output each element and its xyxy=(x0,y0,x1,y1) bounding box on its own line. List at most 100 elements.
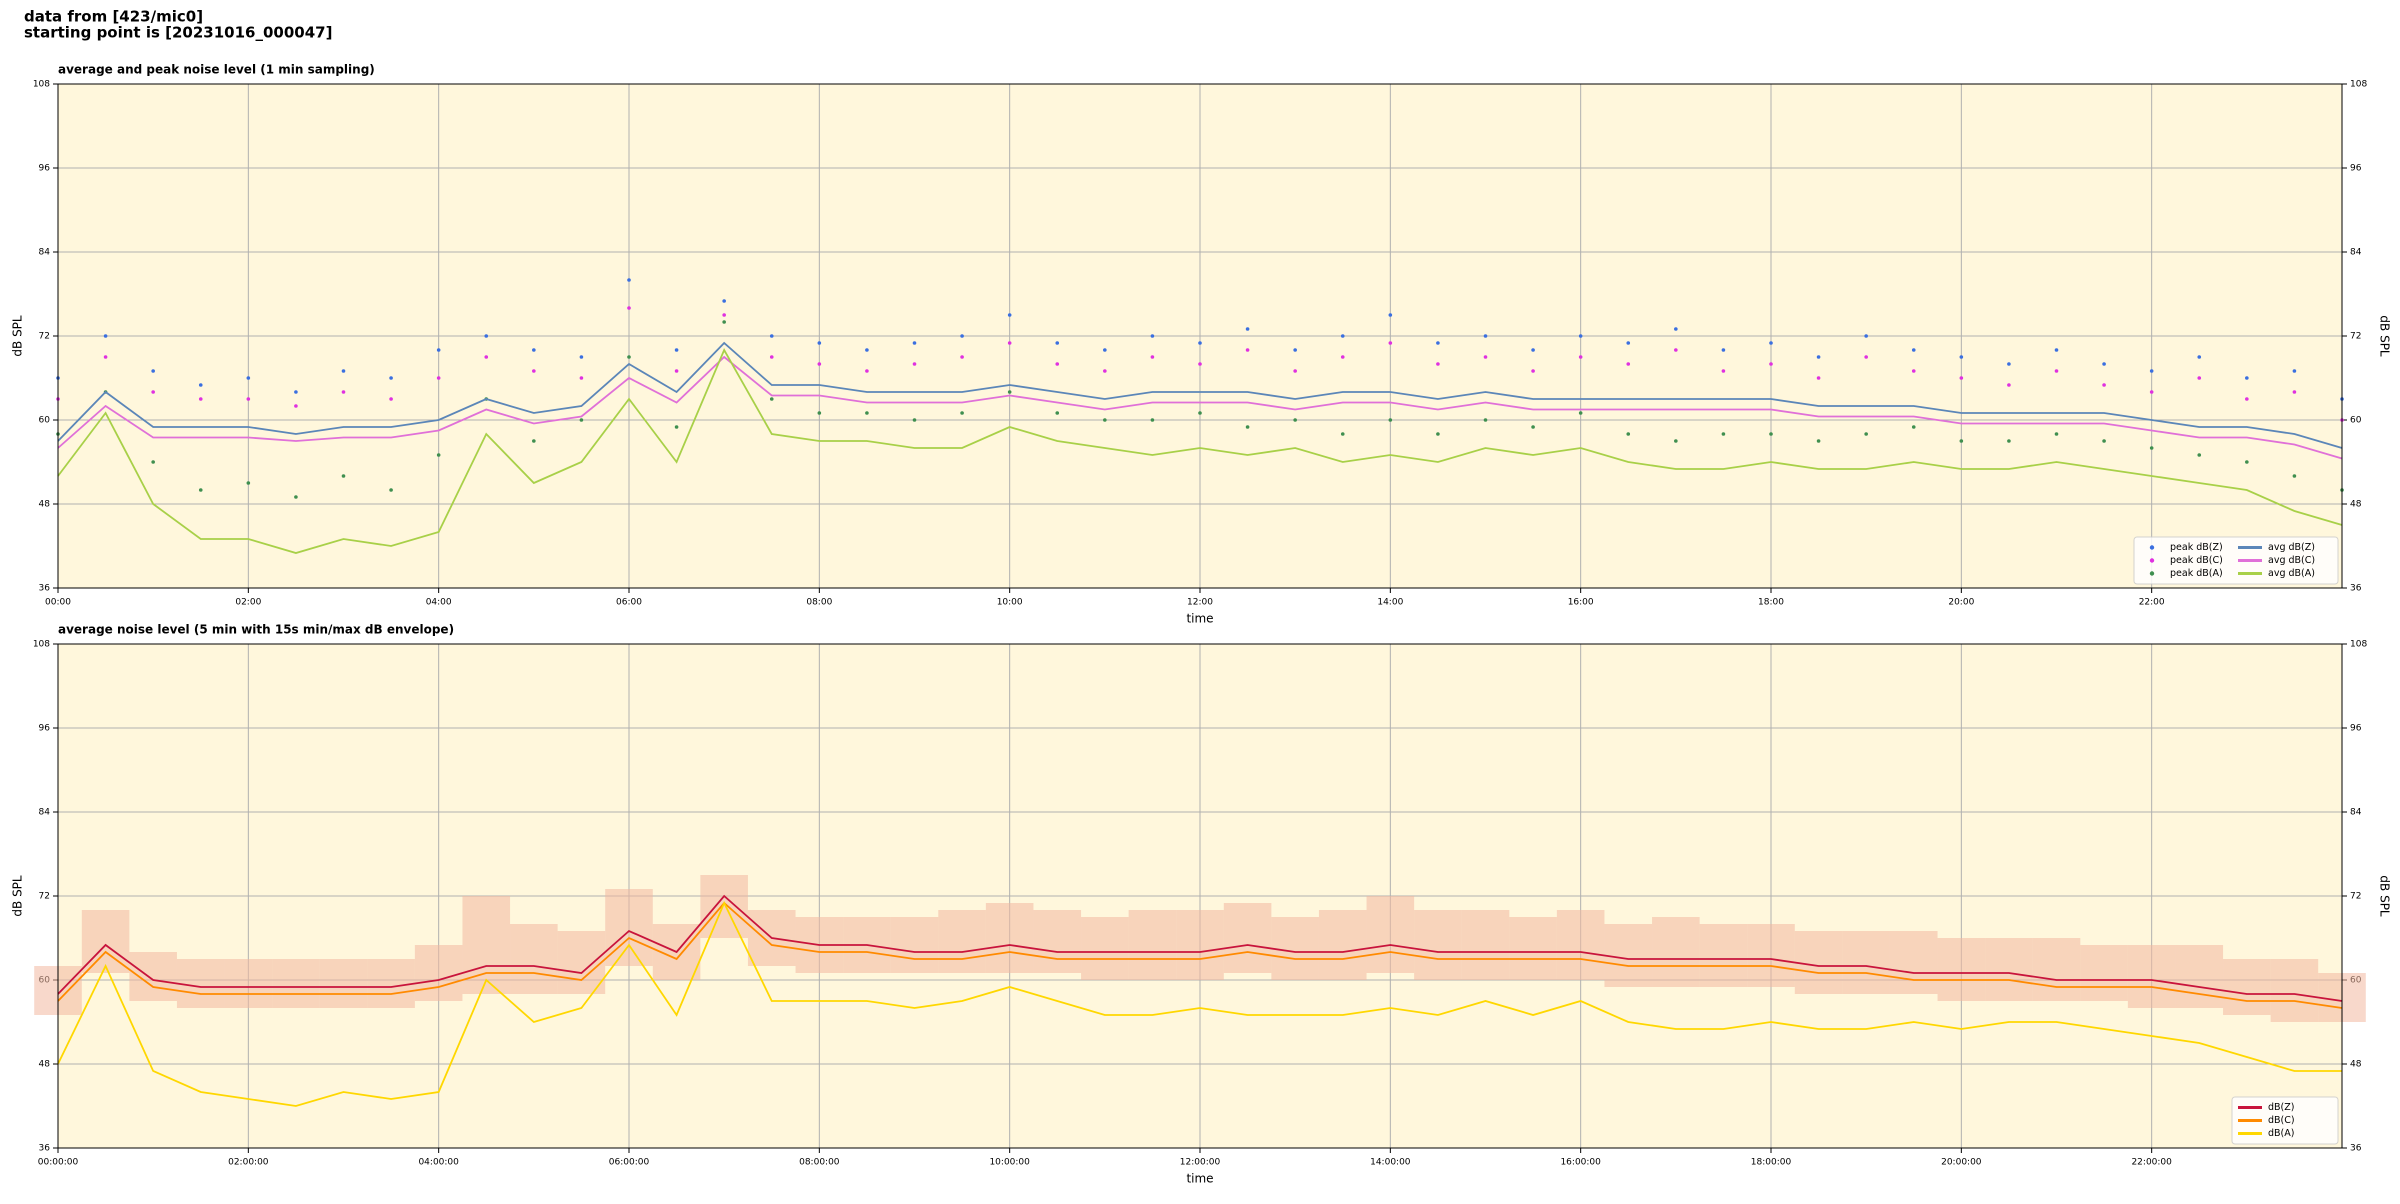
series-line xyxy=(57,355,2343,460)
peak-dot xyxy=(912,341,917,345)
peak-dot xyxy=(1959,439,1964,443)
y-tick-label: 84 xyxy=(2350,248,2362,258)
envelope xyxy=(1985,938,2033,1001)
peak-dot xyxy=(1483,418,1488,422)
peak-dot xyxy=(722,299,726,303)
peak-dot xyxy=(2292,390,2297,394)
peak-dot xyxy=(1007,390,1012,394)
peak-dot xyxy=(246,376,251,380)
envelope xyxy=(1271,917,1319,980)
peak-dot xyxy=(151,460,155,464)
peak-dot xyxy=(2102,439,2106,443)
envelope xyxy=(2175,945,2224,1008)
peak-dot xyxy=(1721,369,1726,373)
peak-dot xyxy=(2054,432,2059,436)
peak-dot xyxy=(912,362,917,366)
series-line xyxy=(57,347,2343,554)
peak-dot xyxy=(1864,334,1868,338)
peak-dot xyxy=(1674,327,1678,331)
peak-dot xyxy=(1103,348,1107,352)
x-tick-label: 02:00:00 xyxy=(228,1158,269,1168)
peak-dot xyxy=(1578,334,1583,338)
y-tick-label: 96 xyxy=(39,164,51,174)
envelope xyxy=(938,910,986,973)
legend-marker xyxy=(2149,571,2155,576)
y-tick-label: 36 xyxy=(39,584,51,594)
x-tick-label: 10:00:00 xyxy=(989,1158,1030,1168)
peak-dot xyxy=(769,397,774,401)
y-axis-label: dB SPL xyxy=(11,315,25,357)
peak-dot xyxy=(103,334,108,338)
envelope xyxy=(1128,910,1177,980)
peak-dot xyxy=(436,376,441,380)
peak-dot xyxy=(2197,355,2202,359)
y-tick-label: 72 xyxy=(39,892,50,902)
x-tick-label: 16:00 xyxy=(1568,598,1594,608)
envelope xyxy=(1414,910,1462,980)
y-tick-label: 84 xyxy=(39,808,51,818)
peak-dot xyxy=(1388,418,1393,422)
x-tick-label: 02:00 xyxy=(235,598,261,608)
peak-dot xyxy=(627,278,631,282)
peak-dot xyxy=(1340,432,1345,436)
y-tick-label: 96 xyxy=(2350,164,2362,174)
peak-dot xyxy=(1055,411,1060,415)
peak-dot xyxy=(579,418,584,422)
peak-dot xyxy=(1578,355,1583,359)
peak-dot xyxy=(1055,362,1060,366)
y-tick-label: 48 xyxy=(2350,1060,2362,1070)
y-tick-label: 36 xyxy=(39,1144,51,1154)
y-tick-label: 84 xyxy=(2350,808,2362,818)
envelope xyxy=(1223,903,1272,973)
peak-dot xyxy=(1483,334,1488,338)
envelope xyxy=(1556,910,1605,980)
x-axis-label: time xyxy=(1186,612,1213,626)
peak-dot xyxy=(817,362,822,366)
x-tick-label: 08:00 xyxy=(806,598,832,608)
peak-dot xyxy=(1388,313,1393,317)
peak-dot xyxy=(1959,376,1964,380)
peak-dot xyxy=(674,369,679,373)
x-axis-label: time xyxy=(1186,1172,1213,1186)
peak-dot xyxy=(2197,376,2202,380)
envelope xyxy=(1366,896,1415,973)
legend-label: avg dB(C) xyxy=(2268,555,2315,566)
peak-dot xyxy=(960,411,964,415)
peak-dot xyxy=(2292,369,2297,373)
peak-dot xyxy=(1103,418,1107,422)
y-tick-label: 60 xyxy=(2350,416,2362,426)
envelope xyxy=(224,959,273,1008)
y-tick-label: 36 xyxy=(2350,1144,2362,1154)
peak-dot xyxy=(1769,362,1773,366)
y-tick-label: 96 xyxy=(2350,724,2362,734)
envelope xyxy=(367,959,415,1008)
legend-label: avg dB(A) xyxy=(2268,568,2315,579)
header-line: starting point is [20231016_000047] xyxy=(24,24,332,42)
envelope xyxy=(1937,938,1986,1001)
legend-label: peak dB(A) xyxy=(2170,568,2223,579)
peak-dot xyxy=(579,355,584,359)
peak-dot xyxy=(294,390,298,394)
peak-dot xyxy=(1911,348,1916,352)
peak-dot xyxy=(1626,362,1631,366)
peak-dot xyxy=(246,481,251,485)
peak-dot xyxy=(579,376,584,380)
peak-dot xyxy=(532,348,536,352)
peak-dot xyxy=(389,488,393,492)
peak-dot xyxy=(865,369,869,373)
peak-dot xyxy=(674,348,679,352)
envelope xyxy=(1889,931,1938,994)
peak-dot xyxy=(2292,474,2297,478)
peak-dot xyxy=(389,397,393,401)
peak-dot xyxy=(1626,341,1631,345)
envelope xyxy=(1794,931,1843,994)
peak-dot xyxy=(1864,432,1868,436)
peak-dot xyxy=(1816,355,1821,359)
envelope xyxy=(129,952,177,1001)
peak-dot xyxy=(1911,369,1916,373)
series-line xyxy=(57,900,2342,1107)
peak-dot xyxy=(1816,439,1821,443)
envelope xyxy=(319,959,368,1008)
envelope xyxy=(510,924,558,994)
y-tick-label: 72 xyxy=(2350,892,2361,902)
